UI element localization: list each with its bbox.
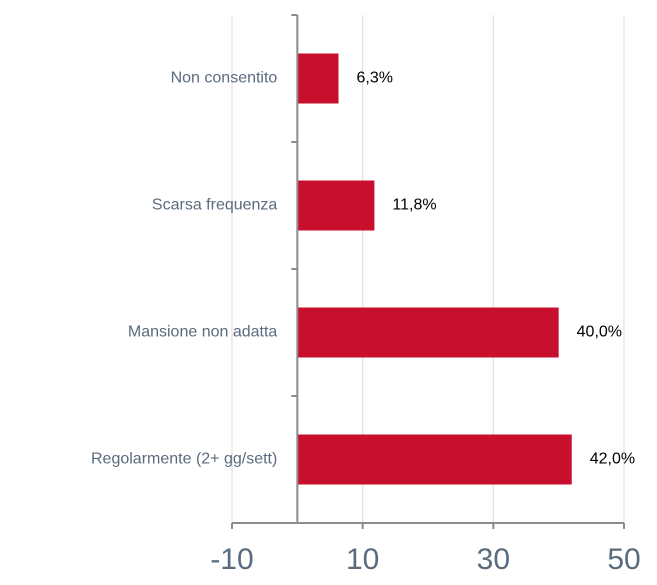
value-label: 11,8%: [392, 197, 436, 214]
category-label: Non consentito: [171, 70, 278, 87]
category-label: Mansione non adatta: [128, 324, 278, 341]
x-tick-label: 30: [477, 543, 510, 576]
value-label: 40,0%: [577, 324, 622, 341]
bar: [297, 307, 559, 358]
x-tick-label: -10: [210, 543, 253, 576]
bar: [297, 53, 339, 104]
category-label: Scarsa frequenza: [152, 197, 278, 214]
value-label: 42,0%: [590, 451, 635, 468]
x-tick-label: 50: [607, 543, 640, 576]
category-label: Regolarmente (2+ gg/sett): [91, 451, 277, 468]
bar: [297, 434, 572, 485]
x-tick-label: 10: [346, 543, 379, 576]
value-label: 6,3%: [356, 70, 392, 87]
bar: [297, 180, 375, 231]
